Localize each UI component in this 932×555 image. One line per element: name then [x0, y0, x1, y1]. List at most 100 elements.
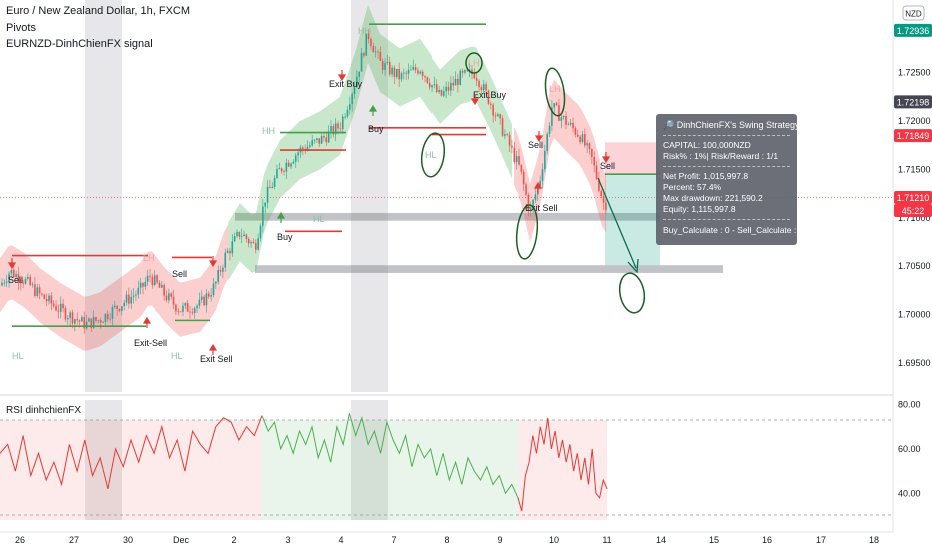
bull-candle [330, 126, 332, 132]
bull-candle [548, 125, 551, 134]
bear-candle [172, 296, 175, 305]
time-tick-label: 17 [816, 535, 826, 545]
bear-candle [492, 104, 494, 116]
bear-candle [473, 73, 476, 79]
bear-candle [379, 51, 382, 61]
bear-candle [76, 319, 78, 321]
bear-candle [572, 122, 574, 129]
sell-signal-label: Sell [600, 161, 615, 171]
bear-candle [252, 242, 255, 244]
pivots-indicator-label[interactable]: Pivots [6, 22, 36, 34]
bull-candle [111, 307, 114, 319]
bear-candle [189, 311, 191, 313]
bear-candle [43, 294, 46, 300]
strategy-calc: Buy_Calculate : 0 - Sell_Calculate : 3 [663, 225, 804, 235]
bear-candle [339, 128, 342, 130]
bull-candle [5, 281, 8, 283]
strategy-max-drawdown: Max drawdown: 221,590.2 [663, 193, 763, 203]
currency-badge[interactable] [902, 5, 925, 21]
signal-indicator-label[interactable]: EURNZD-DinhChienFX signal [6, 38, 153, 50]
bear-candle [381, 60, 384, 70]
bull-candle [48, 295, 50, 302]
bear-candle [508, 134, 511, 146]
bear-candle [191, 312, 194, 314]
price-tick-label: 1.71000 [898, 213, 931, 223]
bull-candle [567, 124, 570, 126]
price-tick-label: 1.72000 [898, 116, 931, 126]
support-zone [235, 212, 660, 221]
bear-candle [118, 308, 121, 311]
weekend-session-shade [351, 400, 388, 520]
bull-candle [515, 155, 518, 162]
bull-candle [273, 178, 276, 187]
bear-candle [95, 316, 97, 321]
bear-candle [478, 80, 480, 88]
bear-candle [522, 171, 525, 185]
price-tag [894, 23, 932, 37]
bear-candle [116, 305, 118, 309]
bull-candle [8, 273, 10, 282]
bear-candle [280, 168, 283, 172]
bull-candle [205, 293, 208, 306]
sell-signal-label: Sell [8, 275, 23, 285]
bull-candle [562, 116, 565, 118]
bear-candle [165, 295, 168, 301]
bear-candle [57, 310, 60, 312]
bull-candle [309, 145, 311, 147]
bull-candle [311, 140, 313, 146]
rsi-layer: RSI dinhchienFX [0, 405, 893, 520]
bull-candle [137, 287, 140, 295]
bear-candle [518, 155, 520, 165]
bull-candle [240, 236, 243, 237]
candle-layer [1, 29, 607, 334]
bear-candle [52, 303, 55, 306]
bull-candle [10, 269, 13, 274]
bear-candle [151, 276, 154, 286]
bull-candle [327, 131, 330, 143]
bear-candle [149, 275, 151, 277]
bear-candle [447, 86, 450, 91]
bear-candle [34, 284, 36, 296]
bear-candle [287, 162, 290, 167]
bull-candle [553, 103, 556, 108]
bull-candle [81, 317, 83, 322]
zone-layer [235, 142, 723, 273]
bull-candle [306, 146, 309, 151]
bull-candle [504, 134, 506, 136]
chart-symbol-title[interactable]: Euro / New Zealand Dollar, 1h, FXCM [6, 5, 191, 17]
bull-candle [464, 70, 466, 73]
bear-candle [501, 118, 504, 136]
bear-candle [417, 70, 419, 74]
bear-candle [588, 143, 591, 150]
hand-drawn-circle [515, 204, 539, 260]
exit-sell-arrow-icon [533, 181, 543, 193]
time-tick-label: 30 [123, 535, 133, 545]
bear-candle [574, 128, 577, 135]
exit-buy-arrow-icon [470, 94, 480, 106]
bear-candle [363, 52, 365, 56]
time-tick-label: 15 [709, 535, 719, 545]
bull-candle [233, 235, 236, 242]
price-tick-label: 1.70500 [898, 261, 931, 271]
bull-candle [200, 296, 203, 300]
info-divider [663, 166, 790, 167]
bull-candle [153, 275, 156, 286]
rsi-bull-line [261, 413, 519, 499]
bear-candle [584, 134, 586, 146]
bear-candle [367, 33, 370, 40]
bear-candle [602, 196, 605, 203]
bear-candle [142, 282, 144, 287]
bear-candle [485, 84, 487, 91]
bull-candle [334, 123, 337, 135]
bull-candle [276, 169, 278, 179]
bull-candle [341, 116, 344, 130]
time-tick-label: 2 [231, 535, 236, 545]
bull-candle [144, 281, 147, 287]
bull-candle [168, 293, 170, 301]
bear-candle [511, 145, 513, 148]
trend-band-layer [0, 4, 606, 351]
strategy-equity: Equity: 1,115,997.8 [663, 204, 736, 214]
bullish-band [432, 46, 512, 179]
bull-candle [69, 312, 71, 319]
